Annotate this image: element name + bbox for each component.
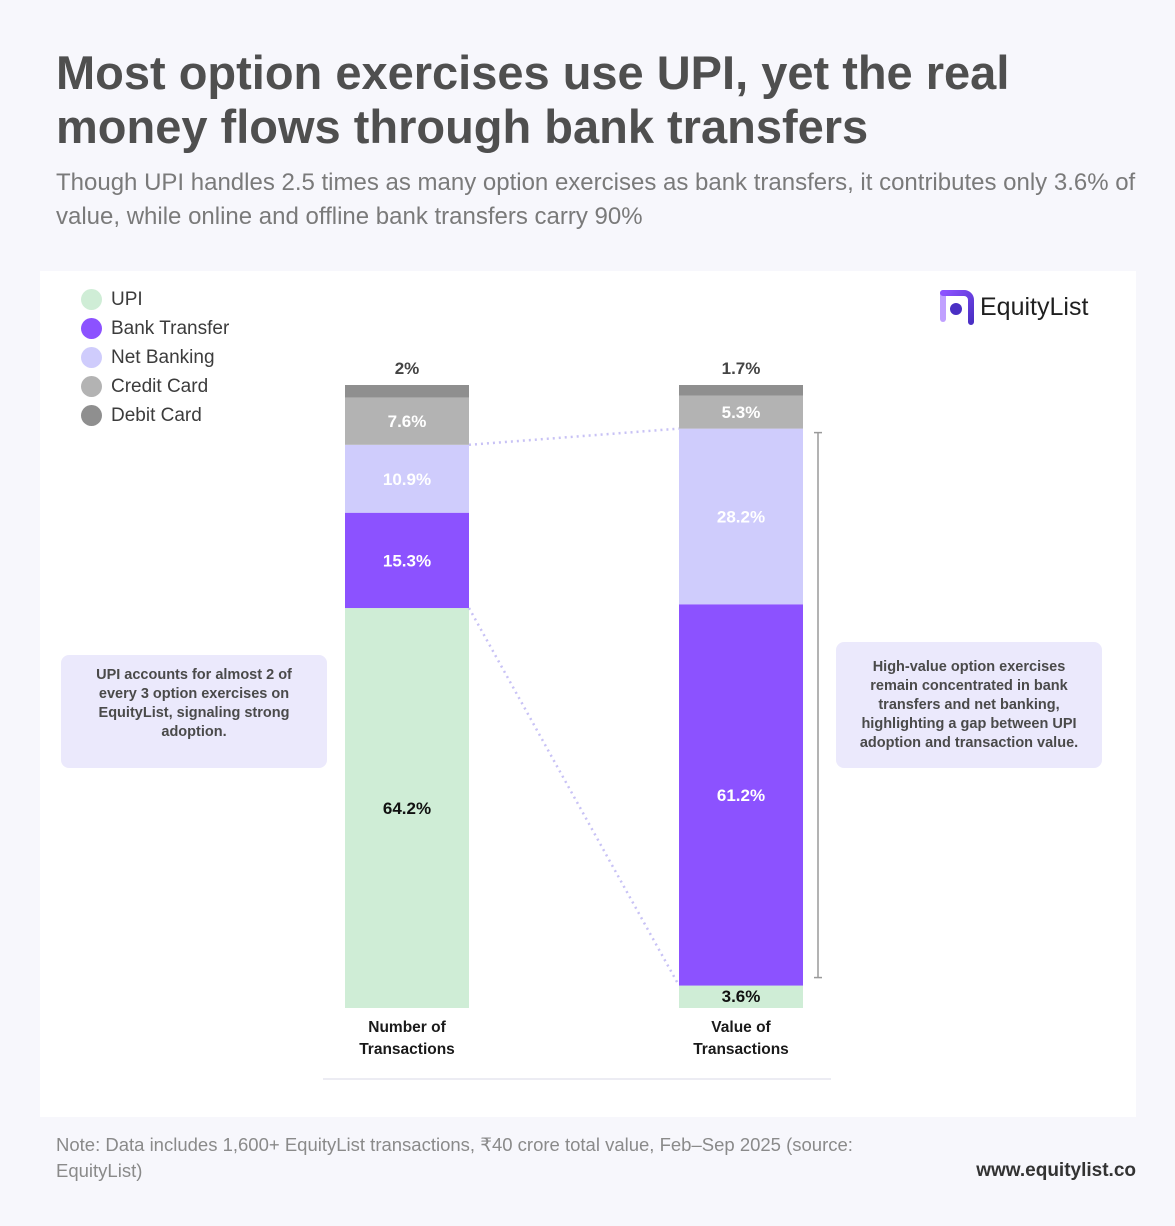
bar-segment-bank-transfer — [679, 604, 803, 986]
x-axis-label: Transactions — [359, 1041, 455, 1058]
bar-segment-credit-card — [679, 395, 803, 429]
connector-line-bottom — [467, 607, 681, 987]
x-axis-label: Number of — [368, 1019, 446, 1036]
x-axis-label: Value of — [711, 1019, 771, 1036]
chart-panel: UPI Bank Transfer Net Banking Credit Card De… — [40, 271, 1136, 1117]
legend-label: Debit Card — [111, 404, 202, 426]
website-url: www.equitylist.co — [976, 1160, 1136, 1181]
legend-item: Bank Transfer — [81, 314, 229, 343]
legend-swatch — [81, 405, 102, 426]
legend-label: Net Banking — [111, 346, 215, 368]
data-label: 15.3% — [383, 551, 431, 570]
data-label: 28.2% — [717, 507, 765, 526]
legend-label: UPI — [111, 288, 143, 310]
legend-label: Bank Transfer — [111, 317, 230, 339]
bar-segment-credit-card — [345, 397, 469, 445]
bar-segment-debit-card — [679, 385, 803, 396]
legend-item: UPI — [81, 285, 229, 314]
brand-name: EquityList — [980, 292, 1089, 321]
page-title: Most option exercises use UPI, yet the r… — [56, 46, 1010, 153]
bar-segment-net-banking — [679, 428, 803, 605]
stacked-bar-chart: 64.2% 15.3% 10.9% 7.6% 2% Number of Transactio… — [323, 359, 831, 1080]
data-label: 7.6% — [388, 412, 427, 431]
footnote: Note: Data includes 1,600+ EquityList tr… — [56, 1134, 853, 1181]
page-subtitle: Though UPI handles 2.5 times as many opt… — [56, 169, 1136, 230]
data-label: 1.7% — [722, 359, 761, 378]
legend-item: Debit Card — [81, 401, 229, 430]
chart-legend: UPI Bank Transfer Net Banking Credit Card De… — [81, 285, 229, 430]
bar-segment-bank-transfer — [345, 512, 469, 609]
data-label: 10.9% — [383, 470, 431, 489]
connector-line-top — [468, 427, 680, 447]
bar-segment-upi — [345, 608, 469, 1008]
legend-swatch — [81, 347, 102, 368]
equitylist-logo-icon — [940, 290, 974, 325]
data-label: 5.3% — [722, 403, 761, 422]
legend-item: Credit Card — [81, 372, 229, 401]
legend-swatch — [81, 289, 102, 310]
legend-item: Net Banking — [81, 343, 229, 372]
data-label: 3.6% — [722, 987, 761, 1006]
legend-swatch — [81, 376, 102, 397]
brand-logo: EquityList — [940, 289, 1088, 325]
callout-high-value: High-value option exercises remain conce… — [836, 642, 1102, 768]
bar-segment-debit-card — [345, 385, 469, 398]
data-label: 64.2% — [383, 799, 431, 818]
data-label: 2% — [395, 359, 420, 378]
legend-swatch — [81, 318, 102, 339]
bar-segment-upi — [679, 985, 803, 1008]
legend-label: Credit Card — [111, 375, 209, 397]
bar-segment-net-banking — [345, 444, 469, 513]
x-axis-label: Transactions — [693, 1041, 789, 1058]
callout-upi-adoption: UPI accounts for almost 2 of every 3 opt… — [61, 655, 327, 768]
data-label: 61.2% — [717, 786, 765, 805]
